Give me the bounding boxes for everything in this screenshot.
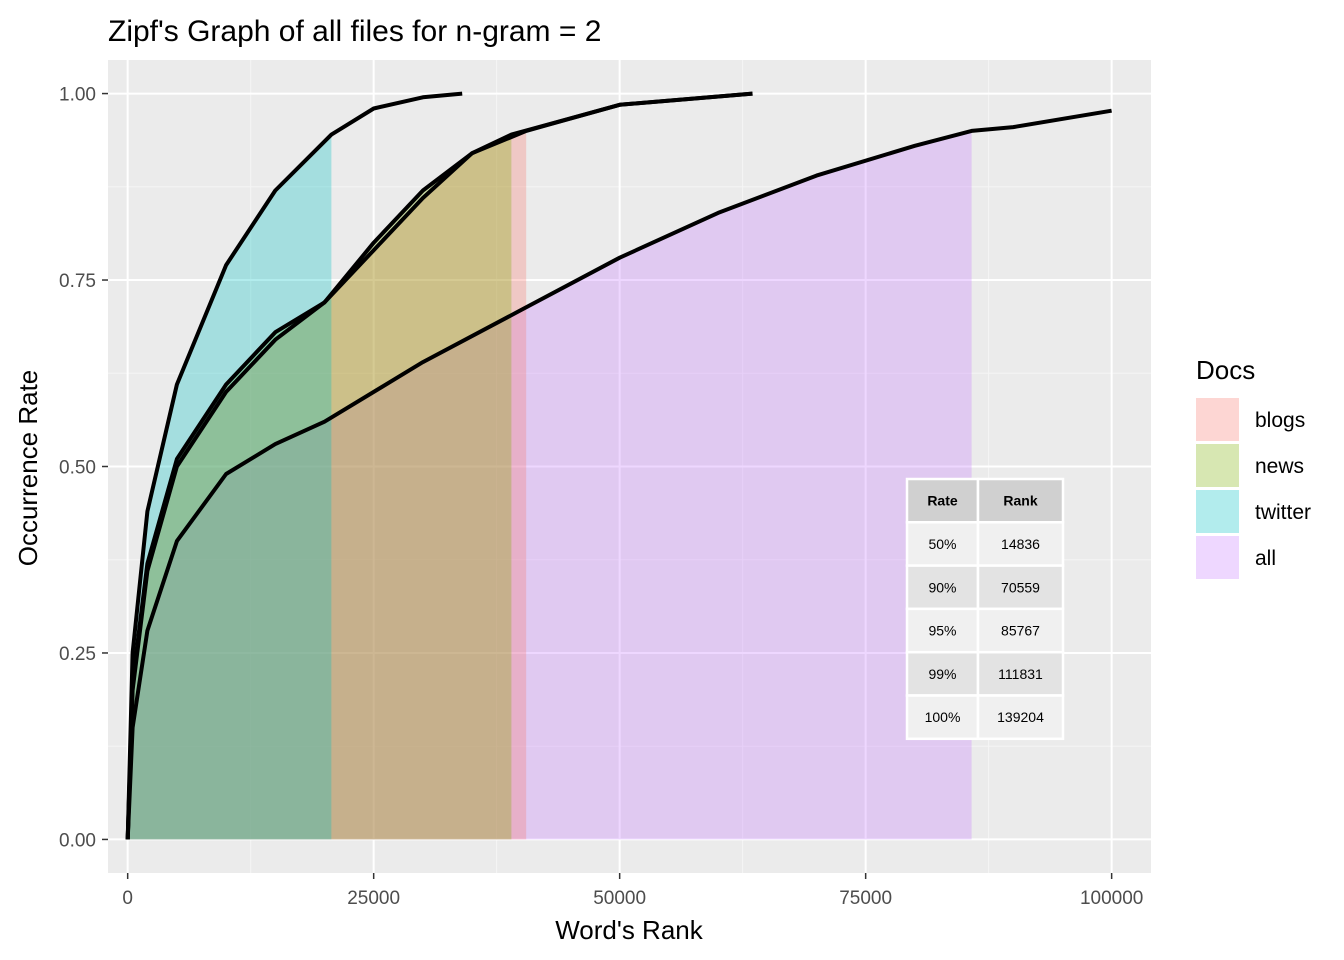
table-cell-text: 99% [928,666,956,682]
table-cell-text: 95% [928,623,956,639]
legend: Docs blogs news twitter all [1196,355,1311,579]
legend-label-twitter: twitter [1255,501,1311,524]
line-news [125,91,753,840]
table-cell [905,521,980,567]
x-tick-label: 50000 [593,888,646,909]
y-axis-title: Occurrence Rate [13,370,43,567]
area-twitter [127,134,332,840]
table-cell [976,694,1065,741]
table-cell [976,607,1065,654]
legend-label-all: all [1255,547,1276,570]
legend-title: Docs [1196,355,1255,385]
area-news [127,134,512,840]
table-cell-text: 50% [928,536,956,552]
x-axis: 0 25000 50000 75000 100000 [122,873,1143,909]
table-cell-text: 100% [925,709,961,725]
y-tick-label: 0.00 [59,830,96,851]
x-tick-label: 100000 [1080,888,1143,909]
table-cell [905,694,980,741]
chart-title: Zipf's Graph of all files for n-gram = 2 [108,15,601,48]
legend-key-twitter [1196,490,1239,533]
y-tick-label: 1.00 [59,85,96,106]
table-header-text: Rank [1003,493,1037,509]
table-cell [905,607,980,654]
series-lines [125,91,1112,840]
y-tick-label: 0.50 [59,458,96,479]
table-header-text: Rate [927,493,958,509]
y-tick-label: 0.25 [59,644,96,665]
table-cell-text: 85767 [1001,623,1040,639]
area-all [127,130,972,840]
series-areas [127,130,972,840]
line-twitter [125,91,463,840]
legend-key-news [1196,444,1239,487]
table-cell-text: 90% [928,579,956,595]
table-cell-text: 14836 [1001,536,1040,552]
y-tick-label: 0.75 [59,271,96,292]
legend-key-all [1196,536,1239,579]
x-tick-label: 75000 [839,888,892,909]
x-axis-title: Word's Rank [555,915,704,945]
rank-table: Rate Rank 50% 14836 90% 70559 95% 85767 99% 11183… [905,477,1065,741]
y-axis: 0.00 0.25 0.50 0.75 1.00 [59,85,108,851]
x-tick-label: 0 [122,888,133,909]
table-cell-text: 139204 [997,709,1044,725]
table-header-cell [976,477,1065,524]
table-cell-text: 70559 [1001,579,1040,595]
major-gridlines [108,60,1151,873]
legend-key-blogs [1196,398,1239,441]
area-blogs [127,130,527,840]
x-tick-label: 25000 [347,888,400,909]
table-cell-text: 111831 [998,666,1043,682]
legend-label-news: news [1255,455,1304,478]
legend-label-blogs: blogs [1255,409,1305,432]
line-all [125,108,1112,840]
